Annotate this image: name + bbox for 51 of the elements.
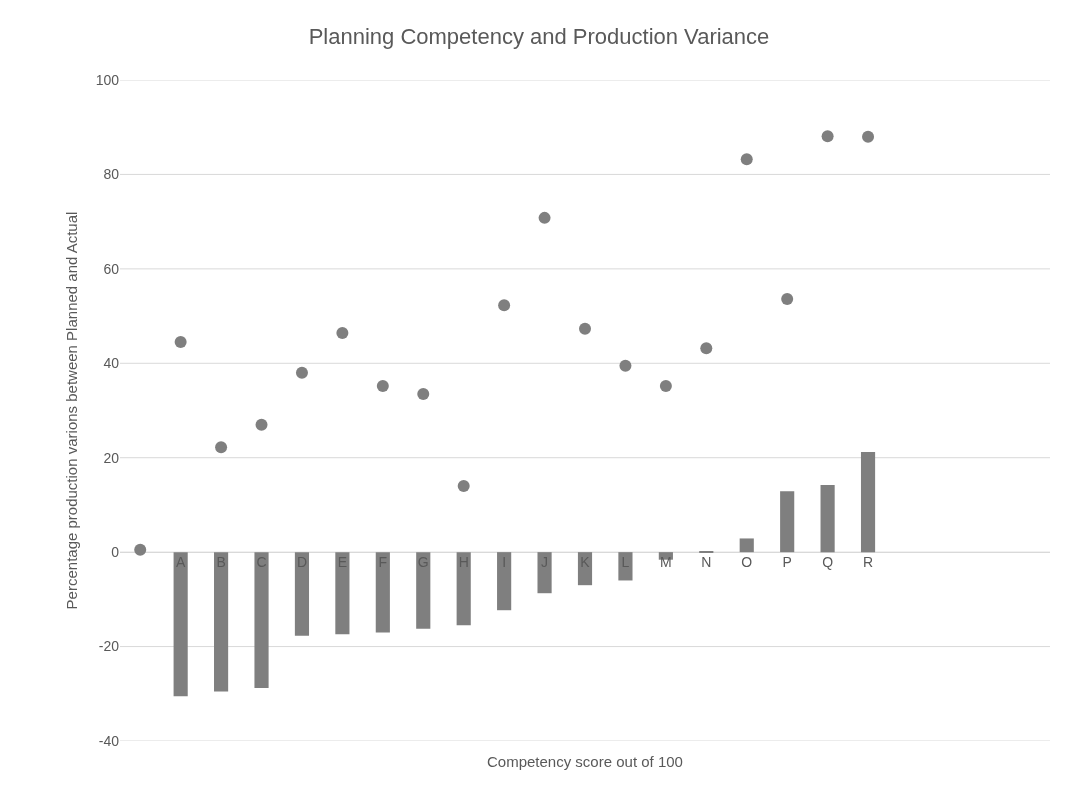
x-axis-title: Competency score out of 100 bbox=[487, 753, 683, 770]
bar bbox=[537, 552, 552, 594]
point bbox=[295, 366, 308, 379]
y-axis-title: Percentage production varions between Planned and Actual bbox=[62, 211, 80, 610]
bar bbox=[820, 485, 835, 553]
point bbox=[862, 130, 875, 143]
y-tick-label: 80 bbox=[103, 166, 120, 183]
point bbox=[174, 336, 187, 349]
point bbox=[417, 387, 430, 400]
point bbox=[538, 211, 551, 224]
x-tick-label: M bbox=[660, 554, 672, 571]
bar bbox=[618, 552, 633, 581]
point bbox=[619, 359, 632, 372]
point bbox=[700, 342, 713, 355]
x-tick-label: N bbox=[701, 554, 712, 571]
bar bbox=[739, 538, 754, 553]
point bbox=[740, 153, 753, 166]
y-tick-label: 100 bbox=[95, 71, 120, 88]
bar bbox=[456, 552, 471, 626]
x-tick-label: P bbox=[782, 554, 792, 571]
point bbox=[498, 299, 511, 312]
point bbox=[336, 327, 349, 340]
y-tick-label: 60 bbox=[103, 260, 120, 277]
y-tick-label: 0 bbox=[111, 544, 120, 561]
bar bbox=[335, 552, 350, 635]
bar bbox=[860, 452, 876, 553]
y-tick-label: -40 bbox=[98, 732, 120, 749]
point bbox=[579, 322, 591, 335]
x-tick-label: R bbox=[862, 554, 874, 571]
x-tick-label: O bbox=[741, 554, 753, 571]
point bbox=[376, 379, 389, 392]
bar bbox=[173, 552, 188, 697]
y-tick-label: -20 bbox=[98, 638, 120, 655]
point bbox=[659, 379, 672, 392]
bar bbox=[214, 552, 229, 692]
bar bbox=[375, 552, 390, 633]
bar bbox=[294, 552, 310, 636]
y-tick-label: 40 bbox=[103, 355, 120, 372]
bar bbox=[254, 552, 269, 689]
point bbox=[134, 543, 147, 556]
y-tick-label: 20 bbox=[103, 449, 120, 466]
bar bbox=[416, 552, 431, 629]
x-tick-label: Q bbox=[822, 554, 834, 571]
bar bbox=[780, 491, 795, 553]
point bbox=[781, 293, 794, 306]
point bbox=[255, 418, 268, 431]
point bbox=[457, 480, 470, 493]
chart-title: Planning Competency and Production Variance bbox=[308, 23, 770, 49]
point bbox=[821, 130, 834, 143]
bar bbox=[497, 552, 512, 611]
point bbox=[215, 441, 228, 454]
